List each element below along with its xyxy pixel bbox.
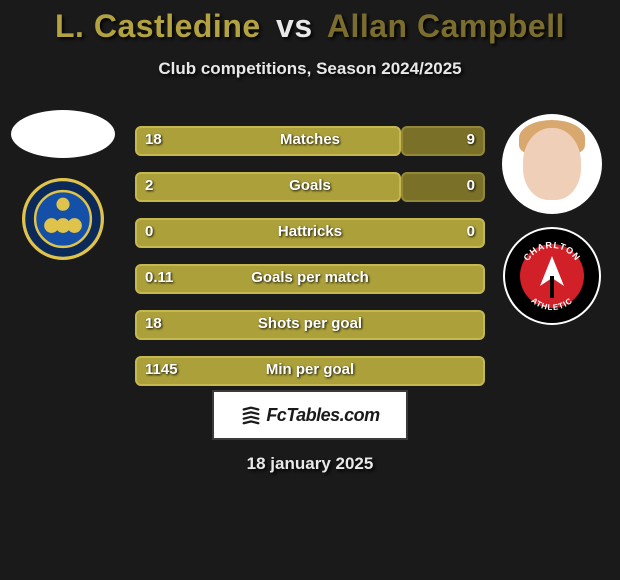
stat-row: 18Shots per goal bbox=[135, 310, 485, 340]
fctables-icon bbox=[240, 404, 262, 426]
subtitle: Club competitions, Season 2024/2025 bbox=[0, 59, 620, 79]
brand-box: FcTables.com bbox=[212, 390, 408, 440]
stat-label: Min per goal bbox=[135, 356, 485, 386]
player1-photo bbox=[11, 110, 115, 158]
stat-row: 189Matches bbox=[135, 126, 485, 156]
stat-row: 1145Min per goal bbox=[135, 356, 485, 386]
player2-name: Allan Campbell bbox=[327, 8, 565, 44]
comparison-title: L. Castledine vs Allan Campbell bbox=[0, 0, 620, 45]
stat-row: 20Goals bbox=[135, 172, 485, 202]
stats-bars: 189Matches 20Goals 00Hattricks 0.11Goals pe… bbox=[135, 126, 485, 402]
stat-row: 00Hattricks bbox=[135, 218, 485, 248]
left-column bbox=[8, 110, 118, 260]
stat-label: Shots per goal bbox=[135, 310, 485, 340]
brand-text: FcTables.com bbox=[266, 405, 379, 426]
stat-label: Matches bbox=[135, 126, 485, 156]
player1-club-crest bbox=[22, 178, 104, 260]
date-label: 18 january 2025 bbox=[0, 454, 620, 474]
stat-label: Hattricks bbox=[135, 218, 485, 248]
stat-row: 0.11Goals per match bbox=[135, 264, 485, 294]
right-column: CHARLTON ATHLETIC bbox=[492, 110, 612, 326]
player1-name: L. Castledine bbox=[55, 8, 261, 44]
player2-photo bbox=[502, 114, 602, 214]
vs-label: vs bbox=[276, 8, 313, 44]
stat-label: Goals bbox=[135, 172, 485, 202]
stat-label: Goals per match bbox=[135, 264, 485, 294]
player2-club-crest: CHARLTON ATHLETIC bbox=[502, 226, 602, 326]
